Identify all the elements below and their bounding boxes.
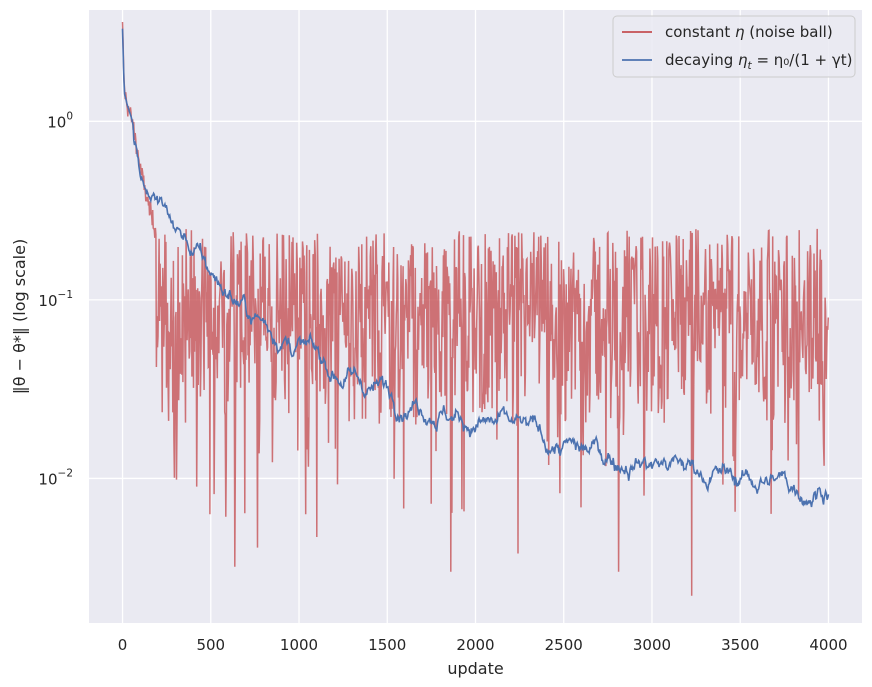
x-axis-ticks: 0 500 1000 1500 2000 2500 3000 3500 4000: [118, 636, 848, 654]
legend-box: [612, 15, 856, 78]
x-tick-label: 1500: [368, 636, 406, 654]
legend: constant η (noise ball) decaying ηt = η₀…: [612, 15, 856, 78]
series-line-decaying: [121, 28, 830, 508]
x-tick-label: 3500: [721, 636, 759, 654]
x-tick-label: 2500: [545, 636, 583, 654]
series-layer: [121, 21, 830, 596]
x-tick-label: 0: [118, 636, 128, 654]
y-axis-ticks: 100 10−1 10−2: [38, 110, 73, 488]
x-tick-label: 1000: [280, 636, 318, 654]
x-tick-label: 2000: [456, 636, 494, 654]
x-tick-label: 4000: [809, 636, 847, 654]
y-axis-label: ‖θ − θ*‖ (log scale): [10, 239, 29, 394]
y-tick-label: 10−1: [38, 289, 73, 310]
y-tick-label: 10−2: [38, 467, 73, 488]
x-axis-label: update: [447, 659, 503, 678]
x-tick-label: 500: [196, 636, 225, 654]
y-tick-label: 100: [47, 110, 73, 131]
series-line-constant: [121, 21, 830, 596]
legend-label-decaying: decaying ηt = η₀/(1 + γt): [665, 51, 852, 72]
x-tick-label: 3000: [633, 636, 671, 654]
legend-label-constant: constant η (noise ball): [665, 23, 833, 41]
